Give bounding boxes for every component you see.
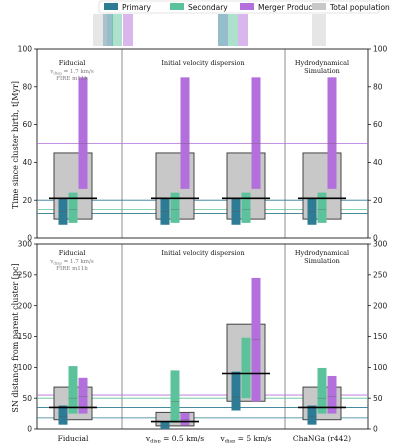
distance-panel: SN distance from parent cluster [pc] 0 0 5… [11,240,388,443]
distance-bar-merger [327,375,337,414]
distance-bar-merger [78,377,88,414]
distance-note-vdisp: vdisp = 1.7 km/s [49,259,94,266]
legend-ghost-bars [93,14,326,46]
time-title-velocity: Initial velocity dispersion [161,59,244,67]
time-bar-secondary [68,192,78,223]
ghost-bar-primary [103,14,113,46]
legend-swatch-merger [240,3,254,10]
time-y-axis-label: Time since cluster birth, t[Myr] [11,81,20,209]
ghost-bar-primary [218,14,228,46]
time-tick-label-left: 40 [22,158,32,167]
time-bar-secondary [170,192,180,223]
distance-tick-label-right: 250 [373,270,388,279]
distance-bar-secondary [241,337,251,399]
x-label-vdisp-05: vdisp = 0.5 km/s [145,434,204,443]
distance-bar-primary [307,405,317,425]
distance-bar-primary [58,405,68,425]
time-bar-secondary [317,192,327,223]
distance-bar-primary [160,421,170,429]
time-bar-merger [327,77,337,189]
legend: Primary Secondary Merger Product Total p… [98,0,390,14]
time-bars [49,77,346,225]
distance-bar-secondary [317,367,327,414]
distance-bar-merger [180,412,190,426]
time-tick-label-left: 80 [22,82,32,91]
time-note-vdisp: vdisp = 1.7 km/s [49,69,94,76]
ghost-bar-secondary [112,14,122,46]
time-tick-label-left: 0 [27,234,32,243]
distance-note-fire: FIRE m11h [56,266,88,272]
distance-bar-secondary [68,366,78,414]
time-title-fiducial: Fiducial [59,59,86,67]
distance-tick-label-left: 150 [18,332,33,341]
time-tick-label-right: 60 [373,120,383,129]
x-label-changa: ChaNGa (r442) [293,434,351,443]
ghost-bar-total [312,14,326,46]
time-bar-secondary [241,192,251,223]
ghost-bar-secondary [228,14,238,46]
legend-label-total: Total population [329,3,390,12]
distance-tick-label-left: 0 [27,425,32,434]
legend-swatch-primary [104,3,118,10]
distance-tick-label-left: 300 [18,240,33,249]
distance-tick-label-left: 100 [18,363,33,372]
time-tick-label-left: 60 [22,120,32,129]
time-title-hydro-2: Simulation [304,67,340,75]
ghost-bar-merger [123,14,133,46]
time-tick-label-right: 20 [373,196,383,205]
legend-swatch-secondary [170,3,184,10]
distance-title-hydro: Hydrodynamical [295,249,349,257]
legend-label-merger: Merger Product [258,3,315,12]
distance-y-axis-label: SN distance from parent cluster [pc] [11,263,20,412]
distance-tick-label-right: 300 [373,240,388,249]
distance-title-fiducial: Fiducial [59,249,86,257]
distance-title-velocity: Initial velocity dispersion [161,249,244,257]
legend-frame [98,0,380,14]
distance-axes: 0 0 50 50 100 100 150 150 200 200 250 250 300 300 [18,240,388,434]
distance-bar-primary [231,371,241,411]
ghost-bar-total [93,14,107,46]
distance-tick-label-left: 50 [22,394,32,403]
time-bar-merger [78,77,88,189]
time-tick-label-right: 80 [373,82,383,91]
distance-tick-label-right: 0 [373,425,378,434]
time-bar-merger [251,77,261,189]
time-panel: Time since cluster birth, t[Myr] 0 0 20 20 4… [11,45,388,243]
time-tick-label-left: 20 [22,196,32,205]
distance-tick-label-left: 200 [18,301,33,310]
distance-tick-label-right: 100 [373,363,388,372]
time-bar-merger [180,77,190,189]
time-tick-label-right: 40 [373,158,383,167]
distance-tick-label-right: 150 [373,332,388,341]
distance-tick-label-left: 250 [18,270,33,279]
distance-bar-secondary [170,370,180,423]
time-note-fire: FIRE m11h [56,76,88,82]
time-tick-label-left: 100 [18,45,33,54]
distance-title-hydro-2: Simulation [304,257,340,265]
legend-label-primary: Primary [122,3,152,12]
time-tick-label-right: 100 [373,45,388,54]
ghost-bar-merger [238,14,248,46]
time-tick-label-right: 0 [373,234,378,243]
x-label-fiducial: Fiducial [58,434,89,443]
legend-swatch-total [312,3,326,10]
x-label-vdisp-5: vdisp = 5 km/s [219,434,271,443]
distance-tick-label-right: 50 [373,394,383,403]
legend-label-secondary: Secondary [188,3,228,12]
distance-bars [49,277,346,429]
time-title-hydro: Hydrodynamical [295,59,349,67]
distance-tick-label-right: 200 [373,301,388,310]
